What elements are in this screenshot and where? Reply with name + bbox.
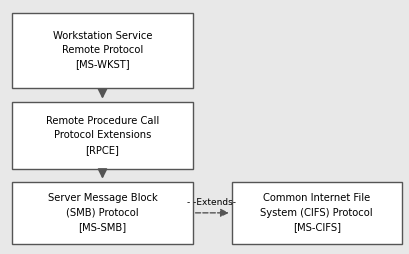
Text: Common Internet File
System (CIFS) Protocol
[MS-CIFS]: Common Internet File System (CIFS) Proto… [260,193,372,232]
Text: Server Message Block
(SMB) Protocol
[MS-SMB]: Server Message Block (SMB) Protocol [MS-… [47,193,157,232]
FancyBboxPatch shape [12,102,192,169]
Text: - -Extends-: - -Extends- [187,198,236,207]
Text: Workstation Service
Remote Protocol
[MS-WKST]: Workstation Service Remote Protocol [MS-… [53,31,152,70]
FancyBboxPatch shape [12,13,192,88]
FancyBboxPatch shape [231,182,401,244]
FancyBboxPatch shape [12,182,192,244]
Text: Remote Procedure Call
Protocol Extensions
[RPCE]: Remote Procedure Call Protocol Extension… [46,116,159,155]
